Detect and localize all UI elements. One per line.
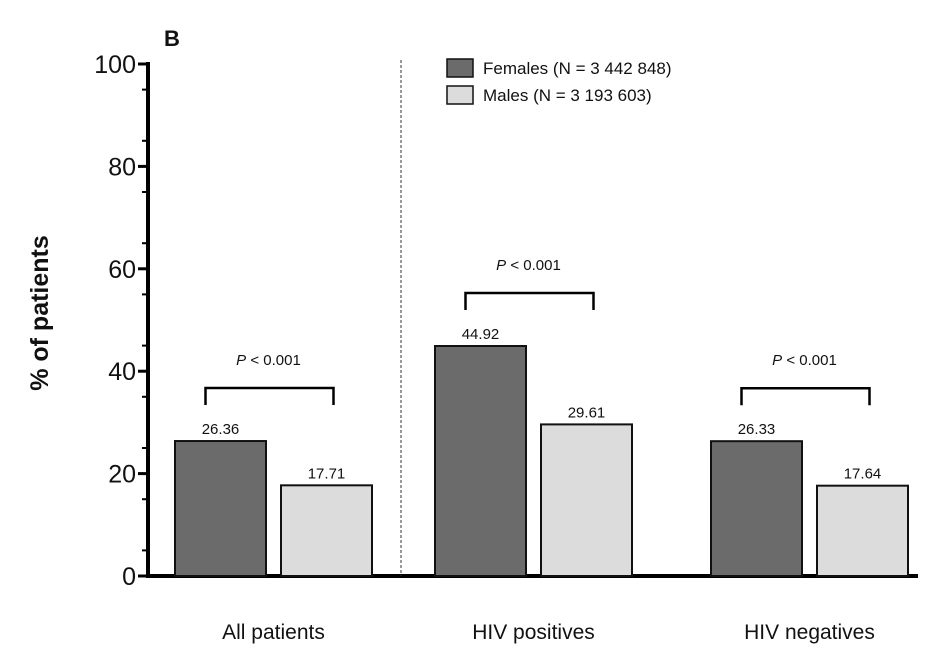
p-value-label: P < 0.001 <box>236 352 301 369</box>
significance-bracket <box>204 386 335 406</box>
category-label: HIV negatives <box>744 621 875 644</box>
category-label: HIV positives <box>472 621 595 644</box>
bar-females <box>710 440 803 577</box>
data-label: 26.33 <box>738 421 776 438</box>
bar-males <box>816 484 909 577</box>
labels-group: 26.36 17.71 All patients P < 0.001 44.92 29.6… <box>202 257 882 644</box>
y-tick-label: 80 <box>108 153 136 181</box>
data-label: 17.71 <box>308 465 346 482</box>
bars-group <box>174 345 909 578</box>
category-label: All patients <box>222 621 325 644</box>
y-axis-title: % of patients <box>26 235 54 391</box>
significance-bracket <box>464 291 595 311</box>
legend-label-females: Females (N = 3 442 848) <box>483 59 672 78</box>
legend: Females (N = 3 442 848) Males (N = 3 193 … <box>446 58 672 105</box>
bar-males <box>280 484 373 577</box>
legend-label-males: Males (N = 3 193 603) <box>483 86 652 105</box>
y-tick-label: 100 <box>94 51 136 79</box>
y-tick-label: 0 <box>122 563 136 591</box>
y-tick-label: 20 <box>108 461 136 489</box>
p-value-label: P < 0.001 <box>496 257 561 274</box>
y-tick-label: 40 <box>108 358 136 386</box>
panel-label: B <box>164 26 180 51</box>
data-label: 29.61 <box>568 404 606 421</box>
significance-bracket <box>740 386 871 406</box>
bar-females <box>434 345 527 578</box>
legend-swatch-males <box>446 85 474 105</box>
bar-females <box>174 440 267 577</box>
p-value-label: P < 0.001 <box>772 352 837 369</box>
bar-males <box>540 423 633 577</box>
legend-swatch-females <box>446 58 474 78</box>
data-label: 26.36 <box>202 421 240 438</box>
y-tick-label: 60 <box>108 256 136 284</box>
data-label: 17.64 <box>844 466 882 483</box>
data-label: 44.92 <box>462 326 500 343</box>
